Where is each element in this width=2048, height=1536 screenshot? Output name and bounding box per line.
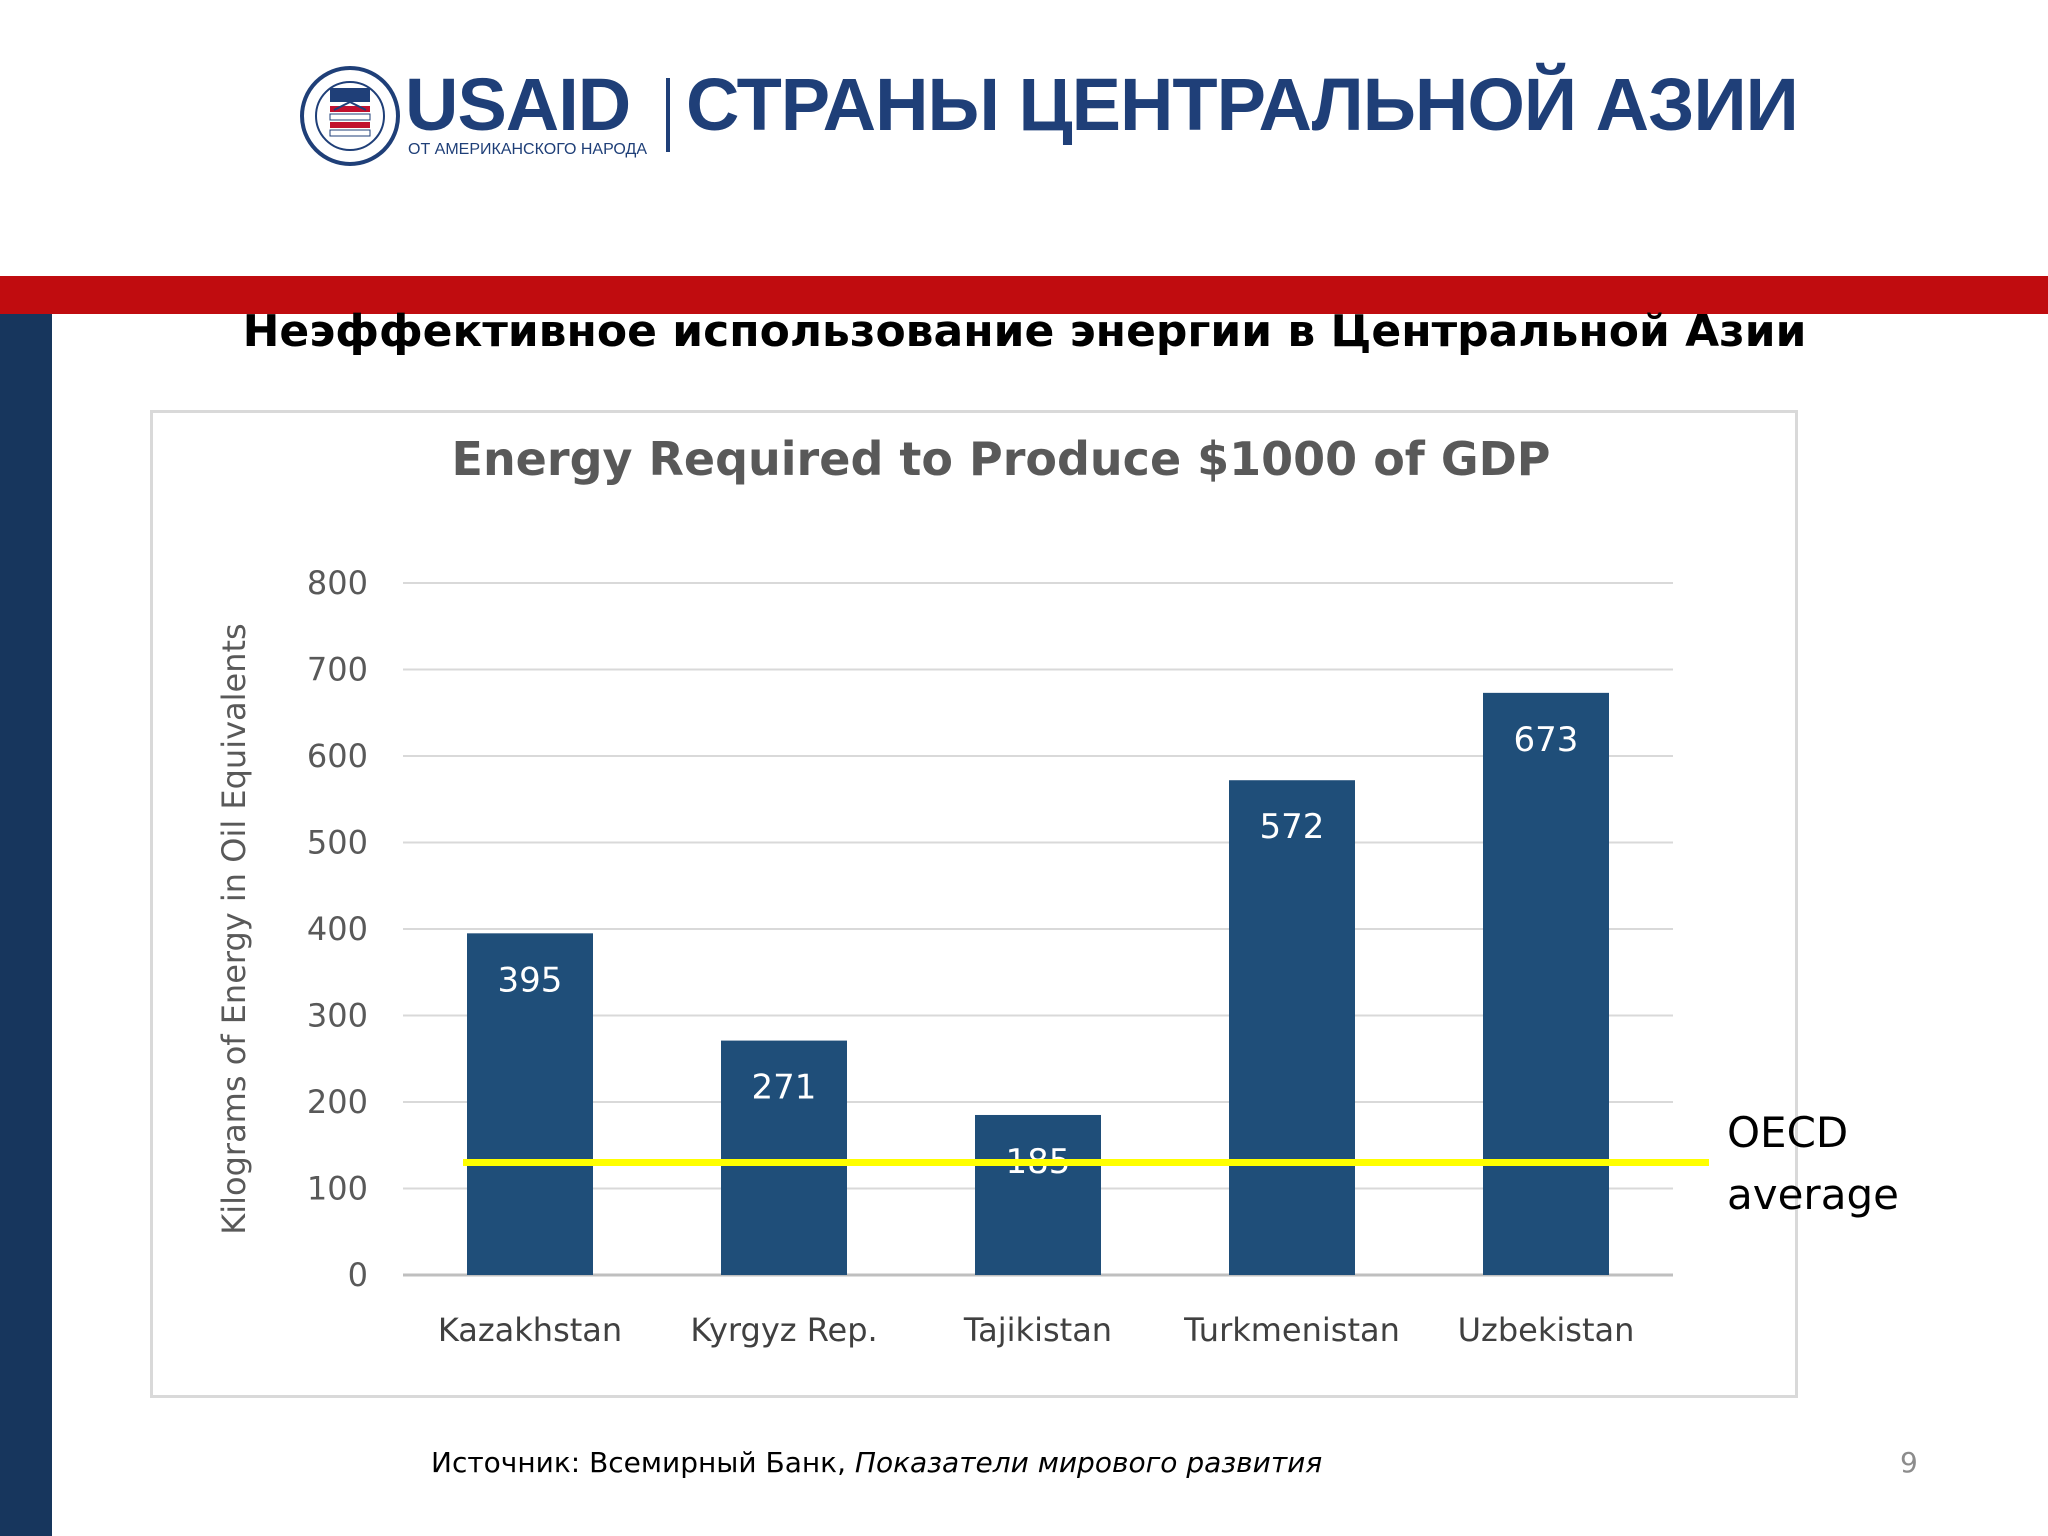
oecd-average-label: OECD average — [1727, 1102, 1899, 1226]
logo-divider — [666, 78, 670, 152]
y-tick-label: 500 — [307, 824, 368, 862]
y-tick-label: 700 — [307, 651, 368, 689]
chart-frame: Energy Required to Produce $1000 of GDP K… — [150, 410, 1798, 1398]
y-tick-label: 600 — [307, 737, 368, 775]
bar-kyrgyz-rep — [721, 1040, 847, 1275]
bar-tajikistan — [975, 1114, 1101, 1275]
oecd-label-line2: average — [1727, 1170, 1899, 1219]
usaid-tagline: ОТ АМЕРИКАНСКОГО НАРОДА — [408, 141, 647, 158]
bar-turkmenistan — [1229, 780, 1355, 1275]
bar-value-label: 395 — [498, 960, 563, 1000]
x-tick-label: Kyrgyz Rep. — [690, 1311, 877, 1349]
bar-value-label: 271 — [752, 1068, 817, 1108]
y-tick-label: 800 — [307, 564, 368, 602]
header: USAID ОТ АМЕРИКАНСКОГО НАРОДА СТРАНЫ ЦЕН… — [0, 0, 2048, 276]
x-tick-label: Turkmenistan — [1183, 1311, 1400, 1349]
x-tick-label: Uzbekistan — [1458, 1311, 1635, 1349]
usaid-wordmark: USAID — [405, 63, 631, 146]
bar-kazakhstan — [467, 933, 593, 1275]
page-number: 9 — [1900, 1446, 1918, 1479]
bar-uzbekistan — [1483, 692, 1609, 1275]
source-italic: Показатели мирового развития — [854, 1446, 1323, 1479]
y-tick-label: 200 — [307, 1083, 368, 1121]
oecd-label-line1: OECD — [1727, 1108, 1849, 1157]
x-tick-label: Tajikistan — [963, 1311, 1112, 1349]
source-prefix: Источник: Всемирный Банк, — [431, 1446, 855, 1479]
side-navy-stripe — [0, 314, 52, 1536]
usaid-seal-icon — [300, 66, 400, 166]
y-tick-label: 0 — [348, 1256, 368, 1294]
slide-title: Неэффективное использование энергии в Це… — [242, 306, 1807, 357]
red-banner-stripe — [0, 276, 2048, 314]
x-tick-label: Kazakhstan — [438, 1311, 622, 1349]
y-axis-label: Kilograms of Energy in Oil Equivalents — [215, 623, 253, 1234]
bar-chart: Energy Required to Produce $1000 of GDP K… — [215, 432, 1709, 1349]
region-title: СТРАНЫ ЦЕНТРАЛЬНОЙ АЗИИ — [686, 63, 1799, 146]
chart-title: Energy Required to Produce $1000 of GDP — [452, 432, 1551, 486]
bar-value-label: 673 — [1514, 720, 1579, 760]
y-tick-label: 300 — [307, 997, 368, 1035]
y-tick-label: 100 — [307, 1170, 368, 1208]
y-tick-label: 400 — [307, 910, 368, 948]
source-citation: Источник: Всемирный Банк, Показатели мир… — [431, 1446, 1322, 1479]
bar-value-label: 572 — [1260, 807, 1325, 847]
